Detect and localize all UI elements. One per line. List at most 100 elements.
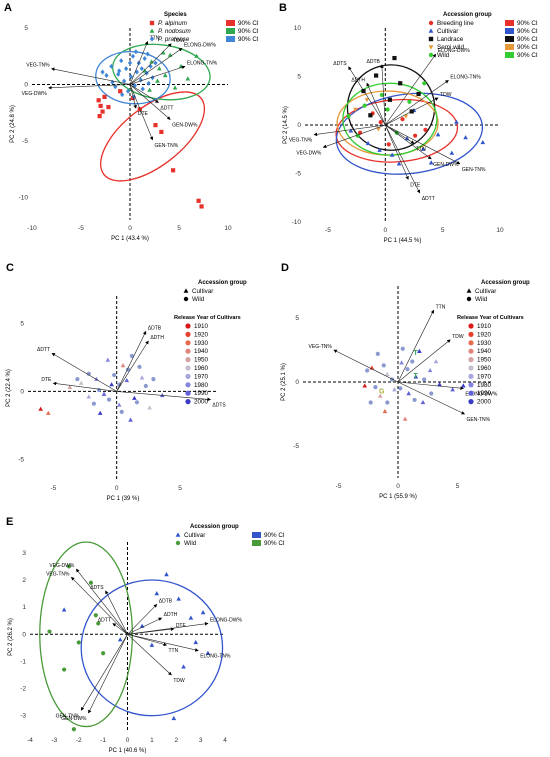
legend-ci-swatch: [505, 36, 514, 42]
y-tick-label: 5: [295, 315, 299, 322]
loading-arrow-dte: [52, 381, 117, 392]
legend-marker-cultivar: [183, 288, 189, 293]
point-wild: [75, 377, 80, 382]
loading-arrow-tdw: [127, 634, 172, 676]
x-tick-label: 0: [115, 485, 119, 492]
point-breeding-line: [400, 117, 405, 122]
panel-c: C -5 0 5 5 0 -5 PC 1 (39 %) PC 2 (22.4 %) ΔDTB ΔD…: [0, 258, 275, 510]
y-tick-label: -1: [20, 658, 26, 665]
chart-a: -10 -5 0 5 10 5 0 -5 -10 PC 1 (43.4 %) PC 2 (24.8 …: [10, 12, 259, 242]
point-semi-wild: [376, 127, 381, 132]
loading-label-ttn: TTN: [169, 648, 179, 654]
loading-label-dtt: ΔDTT: [160, 106, 173, 112]
loading-label-gen-dw: GEN-DW%: [61, 716, 87, 722]
legend-year-swatch-1910: [468, 323, 474, 329]
loading-label-dtt: ΔDTT: [422, 196, 435, 202]
loading-arrow-dtt: [385, 124, 420, 194]
panel-a: A -10 -5 0 5 10 5 0 -5 -10 PC 1 (43.4 %) PC 2 (24.…: [0, 0, 275, 255]
point-label: G: [379, 389, 385, 396]
point-cultivar: [45, 410, 51, 415]
point-cultivar: [164, 572, 169, 577]
loading-arrow-dts: [116, 391, 211, 402]
loading-label-elong-tn: ELONG-TN%: [450, 74, 481, 80]
panel-label-c: C: [6, 262, 14, 274]
point-cultivar: [406, 391, 411, 396]
loading-arrow-veg-dw: [48, 84, 131, 90]
point-p-nodosum: [157, 66, 162, 71]
loading-arrow-elong-tn: [129, 65, 186, 85]
point-wild: [381, 363, 386, 368]
legend-title: Accession group: [198, 280, 247, 286]
legend-year-swatch-1970: [185, 373, 191, 379]
point-cultivar: [454, 119, 459, 124]
panel-d: D -5 0 5 5 0 -5 PC 1 (55.9 %) PC 2 (25.1 %) T T G T…: [275, 258, 550, 510]
legend-year-1960: 1960: [477, 365, 492, 372]
legend-ci-swatch: [505, 44, 514, 50]
loading-arrow-gen-tn: [385, 124, 461, 165]
x-tick-label: 1: [150, 737, 154, 744]
loading-arrow-gen-tn: [129, 84, 154, 141]
loading-label-gen-tn: GEN-TN%: [467, 417, 491, 423]
point-p-pratense: [133, 49, 138, 55]
point-wild: [112, 372, 117, 378]
legend-year-1920: 1920: [477, 331, 492, 338]
point-p-alpinum: [118, 89, 123, 94]
legend-marker-breeding-line: [428, 20, 434, 26]
legend-ci-label: 90% CI: [517, 36, 538, 43]
point-wild: [119, 409, 124, 414]
point-wild: [106, 397, 112, 402]
legend-year-swatch-1940: [185, 348, 191, 354]
y-tick-label: -5: [293, 443, 299, 450]
loading-arrow-gen-dw: [88, 634, 128, 714]
ci-ellipse-cultivar: [80, 579, 224, 717]
legend-ci-label: 90% CI: [517, 28, 538, 35]
point-p-nodosum: [142, 68, 148, 73]
legend-label-cultivar: Cultivar: [184, 532, 205, 539]
chart-c: -5 0 5 5 0 -5 PC 1 (39 %) PC 2 (22.4 %) ΔDTB ΔDTH…: [6, 280, 247, 502]
point-p-pratense: [109, 63, 114, 69]
legend-year-1940: 1940: [477, 348, 492, 355]
point-p-nodosum: [147, 87, 152, 92]
loading-arrow-veg-tn: [71, 576, 128, 635]
point-wild: [346, 114, 351, 119]
point-cultivar: [139, 375, 145, 380]
loading-arrow-tdw: [129, 43, 172, 85]
y-tick-label: -3: [20, 713, 26, 720]
legend-ci-swatch: [226, 20, 235, 26]
legend-year-swatch-1930: [185, 340, 191, 346]
legend-marker-wild: [466, 296, 472, 302]
y-tick-label: -5: [295, 171, 301, 178]
x-axis-label: PC 1 (39 %): [107, 496, 140, 502]
point-p-alpinum: [196, 198, 201, 203]
legend-ci-label: 90% CI: [517, 44, 538, 51]
loading-arrow-elong-tn: [127, 633, 199, 652]
loading-label-dtt: ΔDTT: [98, 617, 111, 623]
legend-ci-label: 90% CI: [238, 36, 259, 43]
legend-marker-cultivar: [175, 532, 181, 537]
panel-label-e: E: [6, 516, 14, 528]
point-p-pratense: [140, 86, 145, 92]
point-cultivar: [420, 399, 426, 405]
loading-label-elong-dw: ELONG-DW%: [438, 48, 471, 54]
point-cultivar: [417, 348, 422, 353]
point-breeding-line: [413, 133, 418, 138]
loading-arrow-veg-tn: [333, 349, 399, 383]
loading-arrow-ttn: [127, 633, 168, 647]
point-p-pratense: [128, 74, 134, 80]
legend-year-2000: 2000: [477, 399, 492, 406]
point-wild: [86, 371, 91, 376]
point-cultivar: [377, 393, 383, 398]
loading-label-dte: DTE: [138, 111, 149, 117]
y-tick-label: 0: [295, 379, 299, 386]
legend-year-swatch-1950: [185, 357, 191, 363]
legend-year-swatch-2000: [468, 399, 474, 405]
ci-ellipse-wild: [342, 82, 438, 156]
loading-arrow-dtt: [51, 352, 117, 392]
panel-label-a: A: [4, 2, 12, 14]
loading-arrow-gen-tn: [80, 634, 128, 711]
legend-year-1980: 1980: [477, 382, 492, 389]
legend-label-cultivar: Cultivar: [475, 288, 496, 295]
point-wild: [365, 368, 370, 373]
point-wild: [429, 391, 434, 396]
point-wild: [407, 99, 412, 104]
